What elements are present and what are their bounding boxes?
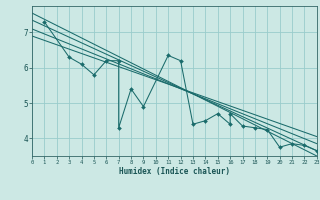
X-axis label: Humidex (Indice chaleur): Humidex (Indice chaleur) xyxy=(119,167,230,176)
